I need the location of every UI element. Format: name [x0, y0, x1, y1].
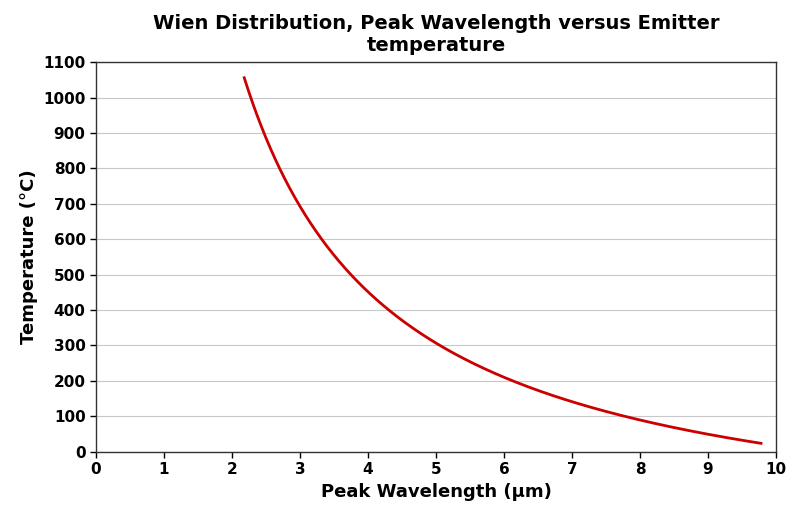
Y-axis label: Temperature (°C): Temperature (°C) [20, 170, 38, 344]
Title: Wien Distribution, Peak Wavelength versus Emitter
temperature: Wien Distribution, Peak Wavelength versu… [153, 14, 719, 55]
X-axis label: Peak Wavelength (μm): Peak Wavelength (μm) [321, 483, 551, 500]
